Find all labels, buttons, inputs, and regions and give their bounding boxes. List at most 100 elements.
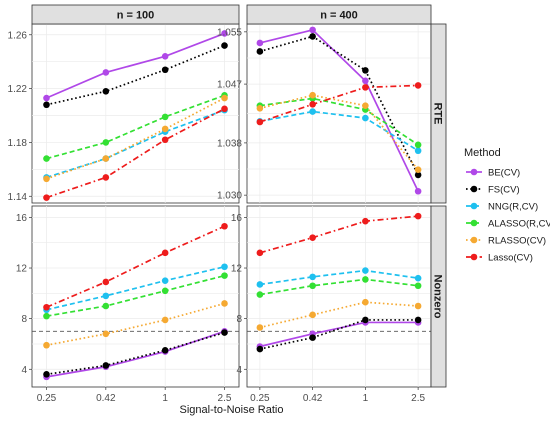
data-point <box>309 26 316 34</box>
data-point <box>362 267 369 274</box>
series-line <box>46 44 225 106</box>
data-point <box>43 312 50 320</box>
series-line <box>46 108 225 199</box>
series-lasso-cv <box>43 105 228 201</box>
x-tick-label: 1 <box>162 393 168 404</box>
series-lasso-cv <box>43 222 228 311</box>
data-point <box>43 94 50 102</box>
data-point <box>362 316 369 324</box>
data-point <box>221 105 228 113</box>
data-point <box>414 274 422 282</box>
data-point <box>102 362 110 369</box>
legend-entry-alasso-r-cv: ALASSO(R,CV) <box>466 219 550 230</box>
x-tick-label: 2.5 <box>218 393 232 404</box>
data-point <box>309 334 316 341</box>
data-point <box>414 302 422 310</box>
x-tick-label: 0.25 <box>37 393 57 404</box>
data-point <box>221 272 228 279</box>
data-point <box>43 101 50 109</box>
legend-entry-nng-r-cv: NNG(R,CV) <box>466 202 538 213</box>
data-point <box>256 104 264 112</box>
y-tick-label: 12 <box>16 264 28 275</box>
legend-title: Method <box>464 147 501 159</box>
data-point <box>362 298 369 306</box>
data-point <box>161 125 169 133</box>
legend-label: Lasso(CV) <box>488 253 533 264</box>
data-point <box>102 87 110 95</box>
data-point <box>414 282 422 290</box>
x-tick-label: 1 <box>363 393 369 404</box>
data-point <box>221 42 228 49</box>
row-strip <box>430 23 447 204</box>
y-tick-label: 4 <box>236 365 242 376</box>
data-point <box>256 324 264 331</box>
data-point <box>362 217 369 225</box>
gridlines <box>247 24 431 203</box>
series-line <box>259 321 419 348</box>
legend-label: FS(CV) <box>488 185 520 196</box>
legend-entry-fs-cv: FS(CV) <box>466 185 520 196</box>
legend-key-point <box>470 219 478 227</box>
data-point <box>362 102 369 109</box>
data-point <box>414 212 422 220</box>
x-tick-label: 0.25 <box>250 393 270 404</box>
legend: Method BE(CV) FS(CV) NNG(R,CV) ALASSO(R,CV)… <box>464 147 550 264</box>
data-point <box>309 282 316 290</box>
legend-key-point <box>470 202 478 210</box>
series-line <box>46 302 225 347</box>
series-line <box>46 265 225 311</box>
y-tick-label: 1.055 <box>217 27 242 38</box>
data-point <box>161 277 169 284</box>
data-point <box>102 292 110 300</box>
data-point <box>43 155 50 162</box>
y-tick-label: 8 <box>21 314 27 325</box>
data-point <box>221 94 228 102</box>
data-point <box>102 174 110 181</box>
data-point <box>43 341 50 349</box>
series-fs-cv <box>43 329 228 378</box>
data-point <box>414 316 422 324</box>
legend-entry-lasso-cv: Lasso(CV) <box>466 253 533 264</box>
legend-label: RLASSO(CV) <box>488 236 546 247</box>
y-tick-label: 12 <box>231 264 243 275</box>
data-point <box>362 77 369 85</box>
data-point <box>161 53 169 60</box>
y-tick-label: 1.14 <box>8 192 28 203</box>
series-be-cv <box>43 30 228 102</box>
series-lasso-cv <box>256 212 422 257</box>
legend-entry-rlasso-cv: RLASSO(CV) <box>466 236 546 247</box>
data-point <box>43 371 50 378</box>
series-rlasso-cv <box>43 300 228 349</box>
data-point <box>161 249 169 257</box>
data-point <box>362 84 369 91</box>
data-point <box>414 147 422 155</box>
data-point <box>256 39 264 47</box>
y-tick-label: 16 <box>231 213 243 224</box>
y-tick-label: 4 <box>21 365 27 376</box>
row-strip-label: RTE <box>432 103 444 125</box>
legend-key-point <box>470 185 478 193</box>
panel-background <box>31 23 240 204</box>
series-line <box>46 32 225 99</box>
y-tick-label: 1.18 <box>8 138 28 149</box>
data-point <box>309 234 316 241</box>
series-line <box>259 97 419 146</box>
column-strip-label: n = 100 <box>117 10 155 22</box>
series-line <box>46 225 225 309</box>
legend-key-point <box>470 253 478 261</box>
panel-0-0: 1.14 1.18 1.22 1.26 <box>8 23 240 204</box>
panel-1-1: 4 8 12 16 0.25 0.42 1 2.5 <box>231 205 432 404</box>
column-strip <box>246 4 432 25</box>
series-line <box>259 215 419 254</box>
data-point <box>309 311 316 319</box>
data-point <box>161 287 169 295</box>
legend-label: NNG(R,CV) <box>488 202 538 213</box>
data-point <box>102 330 110 338</box>
data-point <box>221 300 228 307</box>
data-point <box>309 101 316 108</box>
data-point <box>161 316 169 324</box>
data-point <box>43 175 50 183</box>
column-strip-label: n = 400 <box>320 10 358 22</box>
data-point <box>414 187 422 195</box>
